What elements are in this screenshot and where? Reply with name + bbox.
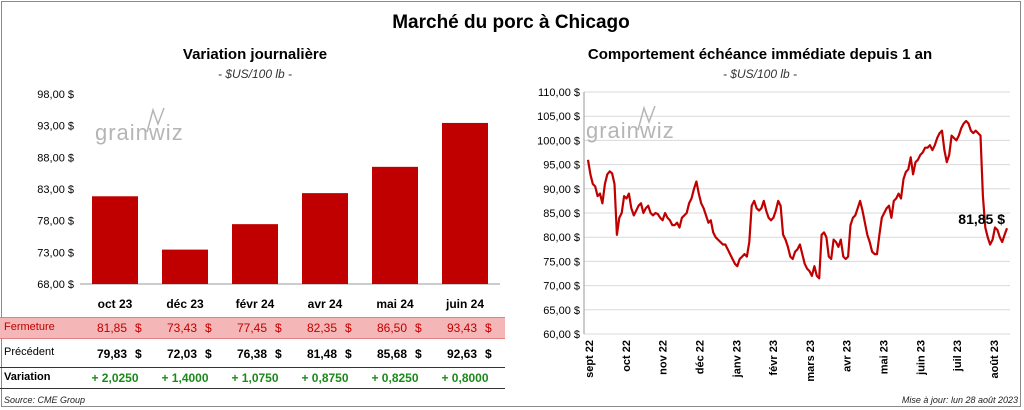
y-tick-label: 98,00 $ bbox=[37, 89, 74, 101]
y-tick-label: 73,00 $ bbox=[37, 247, 74, 259]
source-note: Source: CME Group bbox=[4, 395, 86, 405]
close-value: 82,35 bbox=[306, 321, 337, 335]
y-tick-label: 105,00 $ bbox=[537, 111, 580, 123]
x-tick-label: août 23 bbox=[989, 340, 1001, 379]
watermark-right-mark bbox=[637, 105, 656, 131]
bar bbox=[372, 166, 418, 284]
close-row-label: Fermeture bbox=[4, 321, 55, 333]
right-chart-title: Comportement échéance immédiate depuis 1… bbox=[587, 46, 933, 63]
close-value: 86,50 bbox=[376, 321, 407, 335]
x-tick-label: oct 23 bbox=[98, 297, 133, 311]
watermark-left-mark bbox=[146, 107, 165, 133]
price-line bbox=[586, 119, 1009, 280]
y-tick-label: 60,00 $ bbox=[543, 329, 580, 341]
x-tick-label: oct 22 bbox=[621, 340, 633, 372]
variation-value: + 1,4000 bbox=[161, 371, 209, 385]
update-note: Mise à jour: lun 28 août 2023 bbox=[901, 395, 1018, 405]
x-tick-label: mai 23 bbox=[879, 340, 891, 374]
y-tick-label: 93,00 $ bbox=[37, 121, 74, 133]
y-tick-label: 88,00 $ bbox=[37, 152, 74, 164]
y-tick-label: 78,00 $ bbox=[37, 216, 74, 228]
y-tick-label: 90,00 $ bbox=[543, 184, 580, 196]
variation-value: + 0,8000 bbox=[441, 371, 489, 385]
currency-symbol: $ bbox=[275, 347, 282, 361]
currency-symbol: $ bbox=[275, 321, 282, 335]
currency-symbol: $ bbox=[205, 321, 212, 335]
y-tick-label: 68,00 $ bbox=[37, 279, 74, 291]
y-tick-label: 110,00 $ bbox=[538, 87, 580, 99]
previous-value: 76,38 bbox=[236, 347, 267, 361]
variation-row-label: Variation bbox=[4, 371, 51, 383]
x-tick-label: juin 24 bbox=[445, 297, 484, 311]
y-tick-label: 70,00 $ bbox=[543, 281, 580, 293]
currency-symbol: $ bbox=[135, 321, 142, 335]
previous-value: 92,63 bbox=[446, 347, 477, 361]
y-tick-label: 100,00 $ bbox=[537, 135, 580, 147]
variation-row: Variation bbox=[0, 367, 505, 389]
left-chart-unit: - $US/100 lb - bbox=[217, 67, 293, 81]
bar bbox=[442, 122, 488, 285]
x-tick-label: sept 22 bbox=[584, 340, 596, 378]
close-value: 81,85 bbox=[96, 321, 127, 335]
x-tick-label: déc 22 bbox=[694, 340, 706, 374]
previous-value: 79,83 bbox=[96, 347, 127, 361]
close-value: 77,45 bbox=[236, 321, 267, 335]
variation-value: + 1,0750 bbox=[231, 371, 279, 385]
variation-value: + 2,0250 bbox=[91, 371, 139, 385]
y-tick-label: 95,00 $ bbox=[543, 160, 580, 172]
currency-symbol: $ bbox=[205, 347, 212, 361]
variation-value: + 0,8250 bbox=[371, 371, 419, 385]
bar bbox=[302, 193, 348, 284]
y-tick-label: 85,00 $ bbox=[543, 208, 580, 220]
previous-row: Précédent bbox=[0, 343, 505, 363]
currency-symbol: $ bbox=[135, 347, 142, 361]
x-tick-label: juin 23 bbox=[915, 340, 927, 376]
x-tick-label: avr 23 bbox=[842, 340, 854, 372]
x-tick-label: févr 24 bbox=[236, 297, 275, 311]
close-value: 93,43 bbox=[446, 321, 477, 335]
x-tick-label: juil 23 bbox=[952, 340, 964, 372]
bar bbox=[162, 249, 208, 284]
bar bbox=[232, 224, 278, 284]
x-tick-label: déc 23 bbox=[166, 297, 204, 311]
currency-symbol: $ bbox=[485, 321, 492, 335]
previous-value: 72,03 bbox=[166, 347, 197, 361]
close-row: Fermeture bbox=[0, 317, 505, 339]
previous-value: 85,68 bbox=[376, 347, 407, 361]
x-tick-label: janv 23 bbox=[731, 340, 743, 378]
watermark-left: grainwiz bbox=[95, 120, 184, 145]
x-tick-label: févr 23 bbox=[768, 340, 780, 375]
currency-symbol: $ bbox=[345, 347, 352, 361]
previous-value: 81,48 bbox=[306, 347, 337, 361]
watermark-right: grainwiz bbox=[586, 118, 675, 143]
currency-symbol: $ bbox=[415, 347, 422, 361]
currency-symbol: $ bbox=[345, 321, 352, 335]
page-title: Marché du porc à Chicago bbox=[392, 12, 630, 33]
left-chart-title: Variation journalière bbox=[182, 46, 328, 63]
currency-symbol: $ bbox=[485, 347, 492, 361]
bar bbox=[92, 196, 138, 284]
variation-value: + 0,8750 bbox=[301, 371, 349, 385]
previous-row-label: Précédent bbox=[4, 346, 55, 358]
close-value: 73,43 bbox=[166, 321, 197, 335]
y-tick-label: 75,00 $ bbox=[543, 256, 580, 268]
x-tick-label: nov 22 bbox=[658, 340, 670, 375]
currency-symbol: $ bbox=[415, 321, 422, 335]
right-chart-unit: - $US/100 lb - bbox=[722, 67, 798, 81]
x-tick-label: mai 24 bbox=[376, 297, 414, 311]
x-tick-label: avr 24 bbox=[308, 297, 343, 311]
x-tick-label: mars 23 bbox=[805, 340, 817, 382]
y-tick-label: 65,00 $ bbox=[543, 305, 580, 317]
y-tick-label: 80,00 $ bbox=[543, 232, 580, 244]
y-tick-label: 83,00 $ bbox=[37, 184, 74, 196]
last-value-label: 81,85 $ bbox=[958, 211, 1005, 227]
